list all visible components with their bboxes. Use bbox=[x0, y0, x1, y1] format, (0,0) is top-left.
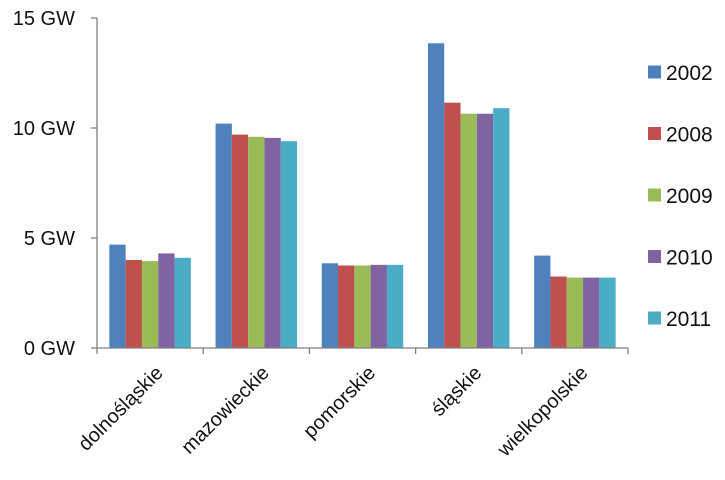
x-category-label: pomorskie bbox=[299, 362, 380, 443]
bar-2008-pomorskie bbox=[338, 265, 355, 348]
x-axis-ticks: dolnośląskie mazowieckie pomorskie śląskie w… bbox=[74, 348, 629, 462]
legend-label: 2008 bbox=[666, 124, 713, 147]
bar-2009-dolnośląskie bbox=[141, 261, 159, 348]
bar-2010-mazowieckie bbox=[264, 137, 281, 348]
bar-2009-mazowieckie bbox=[248, 136, 265, 348]
x-category-label: śląskie bbox=[427, 362, 486, 421]
bar-2010-śląskie bbox=[476, 113, 494, 348]
bar-2008-śląskie bbox=[444, 102, 461, 348]
bars-layer bbox=[109, 43, 616, 349]
bar-2011-mazowieckie bbox=[280, 141, 298, 348]
bar-2008-mazowieckie bbox=[231, 134, 249, 348]
bar-2002-dolnośląskie bbox=[109, 244, 126, 348]
legend-label: 2011 bbox=[666, 308, 711, 331]
legend-label: 2010 bbox=[666, 247, 713, 270]
x-category-label: wielkopolskie bbox=[493, 362, 593, 462]
bar-2002-wielkopolskie bbox=[534, 255, 551, 348]
bar-2002-pomorskie bbox=[321, 263, 339, 348]
bar-2011-pomorskie bbox=[386, 264, 404, 348]
legend-swatch-2008 bbox=[648, 127, 661, 140]
bar-2011-dolnośląskie bbox=[174, 257, 191, 348]
legend-swatch-2002 bbox=[648, 65, 661, 79]
bar-2010-pomorskie bbox=[370, 264, 387, 348]
bar-2002-śląskie bbox=[427, 43, 445, 349]
bar-2010-wielkopolskie bbox=[583, 277, 600, 348]
bar-2009-wielkopolskie bbox=[566, 277, 584, 348]
legend-swatch-2010 bbox=[648, 250, 661, 263]
y-tick-label: 0 GW bbox=[24, 338, 75, 360]
y-tick-label: 15 GW bbox=[13, 8, 75, 30]
legend-swatch-2011 bbox=[648, 311, 661, 325]
bar-2010-dolnośląskie bbox=[158, 253, 175, 348]
y-axis-ticks: 0 GW 5 GW 10 GW 15 GW bbox=[13, 8, 97, 360]
bar-2009-śląskie bbox=[460, 113, 477, 348]
bar-2011-śląskie bbox=[493, 108, 510, 348]
legend-swatch-2009 bbox=[648, 188, 661, 202]
x-category-label: dolnośląskie bbox=[74, 362, 167, 455]
legend-label: 2002 bbox=[666, 62, 713, 85]
bar-2008-dolnośląskie bbox=[125, 260, 142, 348]
bar-2011-wielkopolskie bbox=[599, 277, 616, 348]
y-tick-label: 10 GW bbox=[13, 118, 75, 140]
x-category-label: mazowieckie bbox=[177, 362, 274, 459]
bar-2009-pomorskie bbox=[354, 265, 371, 348]
legend-label: 2009 bbox=[666, 185, 713, 208]
bar-2002-mazowieckie bbox=[215, 123, 232, 348]
y-tick-label: 5 GW bbox=[24, 228, 75, 250]
legend: 2002 2008 2009 2010 2011 bbox=[648, 62, 713, 331]
bar-2008-wielkopolskie bbox=[550, 276, 567, 348]
axes-layer bbox=[96, 18, 628, 349]
